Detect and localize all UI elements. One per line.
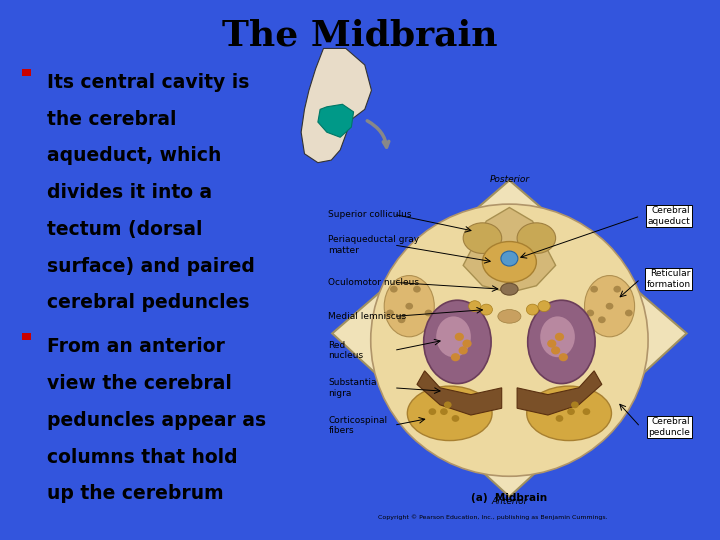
Circle shape [555,333,564,341]
Text: up the cerebrum: up the cerebrum [47,484,223,503]
Text: Copyright © Pearson Education, Inc., publishing as Benjamin Cummings.: Copyright © Pearson Education, Inc., pub… [379,514,608,520]
Circle shape [559,353,568,361]
Text: Medial lemniscus: Medial lemniscus [328,312,407,321]
Text: Corticospinal
fibers: Corticospinal fibers [328,416,387,435]
Bar [22,69,31,76]
Ellipse shape [500,283,518,295]
Text: Its central cavity is: Its central cavity is [47,73,249,92]
Ellipse shape [498,309,521,323]
Circle shape [444,401,451,408]
Circle shape [606,303,613,309]
Text: Superior colliculus: Superior colliculus [328,210,412,219]
Polygon shape [463,207,556,293]
Ellipse shape [436,316,471,357]
Circle shape [451,415,459,422]
Polygon shape [517,371,602,415]
Text: aqueduct, which: aqueduct, which [47,146,221,165]
Ellipse shape [540,316,575,357]
Text: Posterior: Posterior [490,175,529,184]
Circle shape [428,408,436,415]
Text: Periaqueductal gray
matter: Periaqueductal gray matter [328,235,420,255]
Circle shape [440,408,448,415]
Ellipse shape [482,241,536,282]
Circle shape [582,408,590,415]
Circle shape [425,309,432,316]
Polygon shape [318,104,354,137]
Text: Substantia
nigra: Substantia nigra [328,378,377,397]
Circle shape [386,309,394,316]
Text: peduncles appear as: peduncles appear as [47,411,266,430]
Circle shape [501,251,518,266]
Polygon shape [417,371,502,415]
Text: Anterior: Anterior [491,497,528,506]
Ellipse shape [463,223,502,253]
Circle shape [598,316,606,323]
Circle shape [480,304,492,315]
Text: cerebral peduncles: cerebral peduncles [47,293,249,312]
Text: Oculomotor nucleus: Oculomotor nucleus [328,278,419,287]
Circle shape [469,301,481,312]
Text: columns that hold: columns that hold [47,448,238,467]
Ellipse shape [528,300,595,383]
Circle shape [590,286,598,293]
Text: tectum (dorsal: tectum (dorsal [47,220,202,239]
Text: the cerebral: the cerebral [47,110,176,129]
Circle shape [613,286,621,293]
Text: From an anterior: From an anterior [47,338,225,356]
Circle shape [547,340,557,348]
Circle shape [405,303,413,309]
Circle shape [551,346,560,354]
Text: Cerebral
peduncle: Cerebral peduncle [649,417,690,437]
Polygon shape [301,49,372,163]
Ellipse shape [527,386,611,441]
Circle shape [455,333,464,341]
Polygon shape [332,180,687,497]
Text: Red
nucleus: Red nucleus [328,341,364,360]
Circle shape [625,309,633,316]
Text: view the cerebral: view the cerebral [47,374,232,393]
Circle shape [397,316,405,323]
Circle shape [526,304,539,315]
Ellipse shape [423,300,491,383]
Circle shape [586,309,594,316]
Circle shape [413,286,420,293]
Text: The Midbrain: The Midbrain [222,19,498,53]
Ellipse shape [384,275,434,337]
Bar [22,333,31,340]
Circle shape [538,301,550,312]
Circle shape [459,346,468,354]
Ellipse shape [585,275,634,337]
Text: (a)  Midbrain: (a) Midbrain [472,493,547,503]
Circle shape [390,286,397,293]
Circle shape [567,408,575,415]
Ellipse shape [408,386,492,441]
Ellipse shape [517,223,556,253]
Text: surface) and paired: surface) and paired [47,256,255,275]
Circle shape [462,340,472,348]
Ellipse shape [371,204,648,476]
Text: divides it into a: divides it into a [47,183,212,202]
Text: Cerebral
aqueduct: Cerebral aqueduct [648,206,690,226]
Circle shape [571,401,579,408]
Circle shape [556,415,563,422]
Circle shape [451,353,460,361]
Text: Reticular
formation: Reticular formation [647,269,690,289]
